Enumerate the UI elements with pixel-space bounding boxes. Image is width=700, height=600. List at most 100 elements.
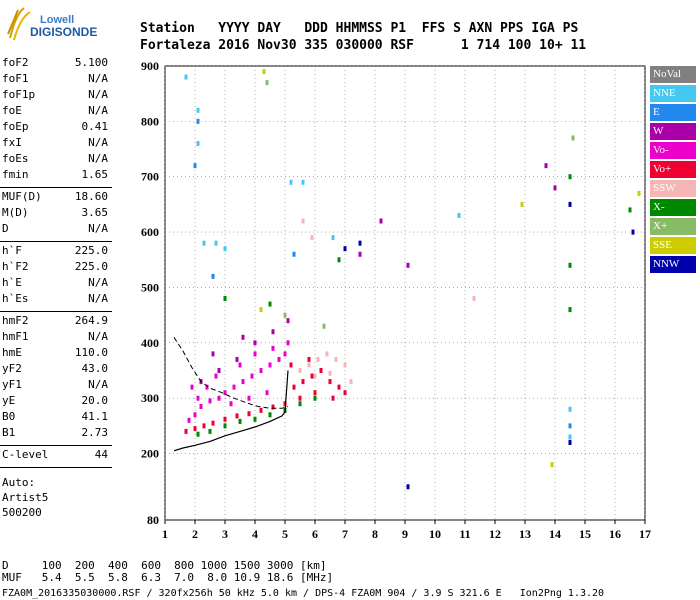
- data-point: [208, 428, 212, 434]
- x-tick-label: 11: [459, 527, 470, 541]
- data-point: [328, 379, 332, 385]
- param-name: foEs: [2, 152, 29, 165]
- data-point: [268, 301, 272, 307]
- logo-lowell: Lowell: [40, 14, 75, 26]
- data-point: [568, 406, 572, 412]
- data-point: [301, 179, 305, 185]
- data-point: [229, 401, 233, 407]
- muf-row: MUF 5.4 5.5 5.8 6.3 7.0 8.0 10.9 18.6 [M…: [2, 571, 334, 584]
- y-tick-label: 500: [141, 280, 159, 294]
- data-point: [223, 416, 227, 422]
- data-point: [568, 201, 572, 207]
- data-point: [286, 340, 290, 346]
- param-name: yF2: [2, 362, 22, 375]
- y-tick-label: 900: [141, 59, 159, 73]
- param-name: hmF1: [2, 330, 29, 343]
- param-row-hmf1: hmF1 N/A: [2, 330, 108, 346]
- param-row-fof2: foF2 5.100: [2, 56, 108, 72]
- x-tick-label: 14: [549, 527, 561, 541]
- data-point: [271, 329, 275, 335]
- data-point: [259, 307, 263, 313]
- data-point: [205, 384, 209, 390]
- data-point: [472, 296, 476, 302]
- data-point: [214, 240, 218, 246]
- data-point: [289, 179, 293, 185]
- data-point: [343, 362, 347, 368]
- file-info: FZA0M_2016335030000.RSF / 320fx256h 50 k…: [2, 588, 605, 599]
- data-point: [265, 80, 269, 86]
- data-point: [193, 412, 197, 418]
- param-name: yF1: [2, 378, 22, 391]
- data-point: [406, 262, 410, 268]
- x-tick-label: 9: [402, 527, 408, 541]
- param-value: N/A: [88, 378, 108, 391]
- data-point: [193, 426, 197, 432]
- data-point: [223, 296, 227, 302]
- true-height-profile-line: [173, 370, 289, 452]
- param-value: 3.65: [81, 206, 109, 219]
- x-tick-label: 17: [639, 527, 651, 541]
- param-value: 2.73: [81, 426, 109, 439]
- y-tick-label: 600: [141, 225, 159, 239]
- distance-muf-table: D 100 200 400 600 800 1000 1500 3000 [km…: [2, 560, 333, 584]
- param-row-d: D N/A: [2, 222, 108, 238]
- param-name: fmin: [2, 168, 29, 181]
- data-point: [259, 407, 263, 413]
- x-tick-label: 1: [162, 527, 168, 541]
- ionogram-plot: 1 2 3 4 5 6 7 8 9 10 11 12 13 14 15 16 17802003004005006…: [141, 59, 651, 541]
- param-name: B0: [2, 410, 16, 423]
- data-point: [331, 395, 335, 401]
- param-name: foF1: [2, 72, 29, 85]
- data-point: [265, 390, 269, 396]
- data-point: [271, 404, 275, 410]
- panel-divider: [0, 187, 112, 188]
- param-row-ye: yE 20.0: [2, 394, 108, 410]
- data-point: [568, 434, 572, 440]
- data-point: [568, 174, 572, 180]
- data-point: [328, 370, 332, 376]
- data-point: [253, 340, 257, 346]
- data-point: [184, 428, 188, 434]
- param-value: 225.0: [74, 244, 108, 257]
- y-tick-label: 400: [141, 336, 159, 350]
- data-point: [298, 368, 302, 374]
- distance-row: D 100 200 400 600 800 1000 1500 3000 [km…: [2, 559, 327, 572]
- param-row-foes: foEs N/A: [2, 152, 108, 168]
- auto-label: Auto:: [2, 476, 36, 489]
- data-point: [217, 395, 221, 401]
- param-value: N/A: [88, 292, 108, 305]
- data-point: [268, 412, 272, 418]
- data-point: [196, 118, 200, 124]
- param-value: 264.9: [74, 314, 108, 327]
- data-point: [241, 379, 245, 385]
- param-row-b0: B0 41.1: [2, 410, 108, 426]
- param-row-h-e: h`E N/A: [2, 276, 108, 292]
- panel-divider: [0, 311, 112, 312]
- data-point: [289, 362, 293, 368]
- x-tick-label: 6: [312, 527, 318, 541]
- param-value: N/A: [88, 152, 108, 165]
- param-name: foEp: [2, 120, 29, 133]
- x-tick-label: 12: [489, 527, 501, 541]
- data-point: [268, 362, 272, 368]
- param-row-fof1: foF1 N/A: [2, 72, 108, 88]
- param-value: 43.0: [81, 362, 109, 375]
- data-point: [358, 240, 362, 246]
- digisonde-logo-icon: [7, 7, 31, 41]
- data-point: [358, 251, 362, 257]
- data-point: [283, 312, 287, 318]
- param-name: h`Es: [2, 292, 29, 305]
- header-line-1: Station YYYY DAY DDD HHMMSS P1 FFS S AXN…: [140, 21, 579, 36]
- y-tick-label: 200: [141, 447, 159, 461]
- header-line-2: Fortaleza 2016 Nov30 335 030000 RSF 1 71…: [140, 38, 587, 53]
- data-point: [322, 323, 326, 329]
- param-value: 110.0: [74, 346, 108, 359]
- data-point: [325, 351, 329, 357]
- data-point: [214, 373, 218, 379]
- x-tick-label: 7: [342, 527, 348, 541]
- legend-item-x: X-: [650, 199, 696, 216]
- param-name: h`F2: [2, 260, 29, 273]
- data-point: [406, 484, 410, 490]
- param-row-foe: foE N/A: [2, 104, 108, 120]
- x-tick-label: 5: [282, 527, 288, 541]
